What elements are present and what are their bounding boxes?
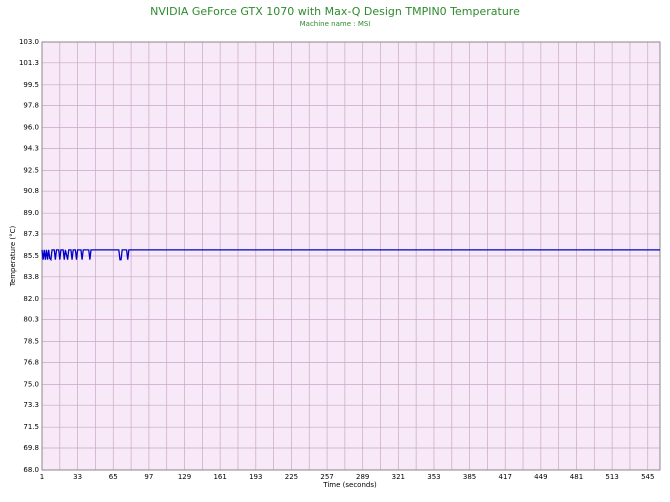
x-tick-label: 129 (178, 473, 191, 481)
y-tick-label: 94.3 (23, 144, 39, 152)
plot-border (41, 41, 661, 471)
y-tick-label: 89.0 (23, 209, 39, 217)
y-tick-label: 68.0 (23, 466, 39, 474)
x-tick-label: 65 (109, 473, 118, 481)
x-tick-label: 289 (356, 473, 369, 481)
x-tick-label: 385 (463, 473, 476, 481)
y-tick-label: 73.3 (23, 401, 39, 409)
x-tick-label: 1 (40, 473, 44, 481)
y-tick-label: 97.8 (23, 102, 39, 110)
y-tick-label: 76.8 (23, 358, 39, 366)
x-tick-label: 33 (73, 473, 82, 481)
y-tick-label: 103.0 (19, 38, 39, 46)
y-tick-label: 90.8 (23, 187, 39, 195)
x-tick-label: 321 (392, 473, 405, 481)
y-tick-label: 80.3 (23, 316, 39, 324)
chart-subtitle: Machine name : MSI (300, 20, 371, 28)
x-tick-label: 545 (641, 473, 654, 481)
y-tick-label: 69.8 (23, 444, 39, 452)
y-tick-label: 82.0 (23, 295, 39, 303)
x-tick-label: 257 (320, 473, 333, 481)
y-tick-label: 96.0 (23, 124, 39, 132)
y-tick-label: 99.5 (23, 81, 39, 89)
x-tick-label: 97 (144, 473, 153, 481)
x-tick-label: 513 (605, 473, 618, 481)
x-tick-label: 481 (570, 473, 583, 481)
y-tick-label: 75.0 (23, 380, 39, 388)
y-tick-label: 78.5 (23, 338, 39, 346)
chart-title: NVIDIA GeForce GTX 1070 with Max-Q Desig… (150, 5, 520, 18)
y-tick-label: 71.5 (23, 423, 39, 431)
x-tick-label: 449 (534, 473, 547, 481)
y-tick-label: 101.3 (19, 59, 39, 67)
x-tick-label: 161 (213, 473, 226, 481)
y-tick-label: 92.5 (23, 166, 39, 174)
x-tick-label: 193 (249, 473, 262, 481)
y-axis-label: Temperature (°C) (9, 226, 17, 288)
x-tick-label: 417 (499, 473, 512, 481)
x-tick-label: 225 (285, 473, 298, 481)
y-tick-label: 83.8 (23, 273, 39, 281)
data-line (41, 249, 660, 262)
x-axis-label: Time (seconds) (322, 481, 377, 489)
y-tick-label: 85.5 (23, 252, 39, 260)
y-tick-label: 87.3 (23, 230, 39, 238)
x-tick-label: 353 (427, 473, 440, 481)
